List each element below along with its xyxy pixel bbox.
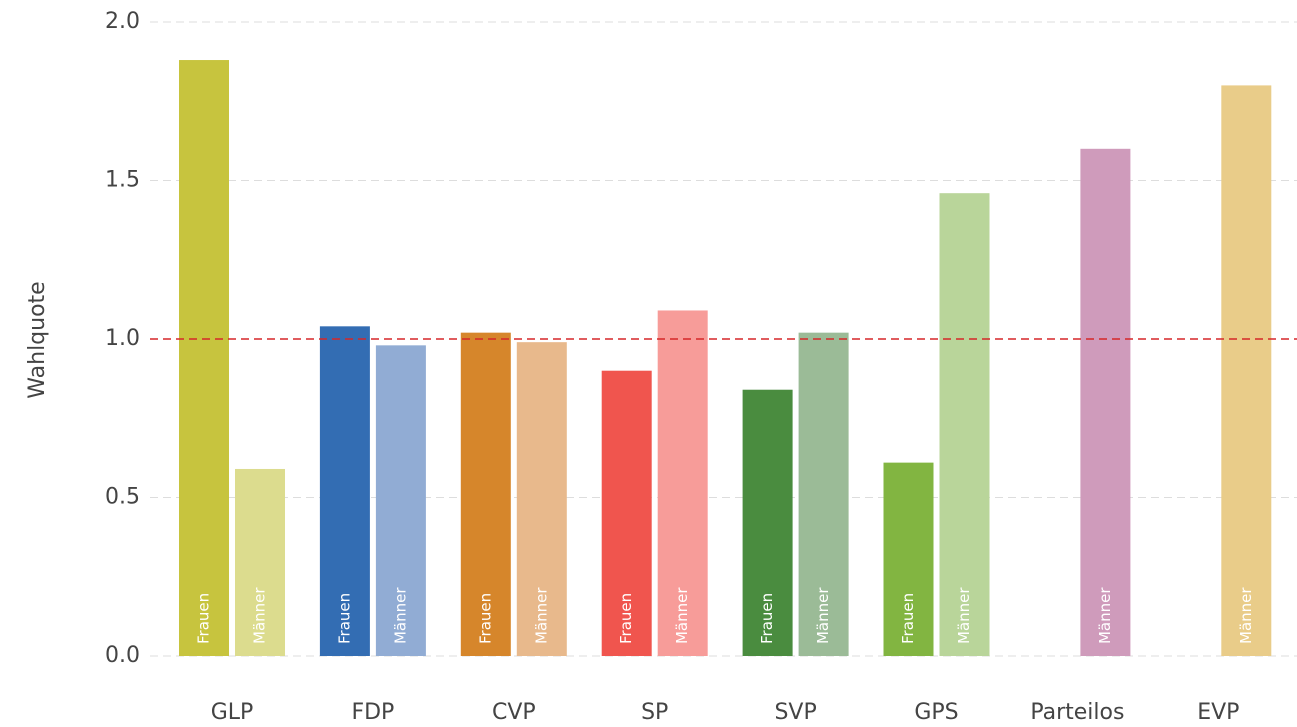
bar-label: Frauen	[195, 593, 213, 644]
bar-label: Männer	[955, 587, 973, 644]
bar-label: Männer	[1237, 587, 1255, 644]
bar-label: Männer	[673, 587, 691, 644]
bar-label: Frauen	[617, 593, 635, 644]
bar-label: Frauen	[476, 593, 494, 644]
bar-label: Männer	[532, 587, 550, 644]
bar-label: Männer	[1096, 587, 1114, 644]
bar	[516, 342, 567, 656]
bar	[883, 462, 934, 656]
bar-label: Frauen	[758, 593, 776, 644]
x-tick-label: SVP	[774, 700, 816, 725]
bar-label: Männer	[251, 587, 269, 644]
y-tick-label: 2.0	[105, 9, 140, 34]
bar	[601, 370, 652, 656]
bar	[742, 389, 793, 656]
bar	[375, 345, 426, 656]
bar-label: Männer	[391, 587, 409, 644]
y-tick-label: 1.5	[105, 168, 140, 193]
y-tick-label: 1.0	[105, 326, 140, 351]
bar	[1221, 85, 1272, 656]
bar	[1080, 148, 1131, 657]
bar	[319, 326, 370, 656]
x-tick-label: Parteilos	[1030, 700, 1124, 725]
bar	[179, 60, 229, 657]
bar-label: Männer	[814, 587, 832, 644]
bar	[460, 332, 511, 656]
y-axis-label: Wahlquote	[25, 281, 50, 398]
x-tick-label: FDP	[351, 700, 394, 725]
x-tick-label: CVP	[492, 700, 536, 725]
x-tick-label: EVP	[1197, 700, 1239, 725]
bar-label: Frauen	[335, 593, 353, 644]
y-tick-label: 0.5	[105, 485, 140, 510]
x-tick-label: GLP	[211, 700, 254, 725]
bar	[235, 468, 285, 656]
bar	[798, 332, 849, 656]
bar	[939, 193, 990, 656]
x-tick-label: GPS	[914, 700, 958, 725]
x-tick-label: SP	[641, 700, 668, 725]
bar-label: Frauen	[899, 593, 917, 644]
bar	[657, 310, 708, 656]
y-tick-label: 0.0	[105, 643, 140, 668]
